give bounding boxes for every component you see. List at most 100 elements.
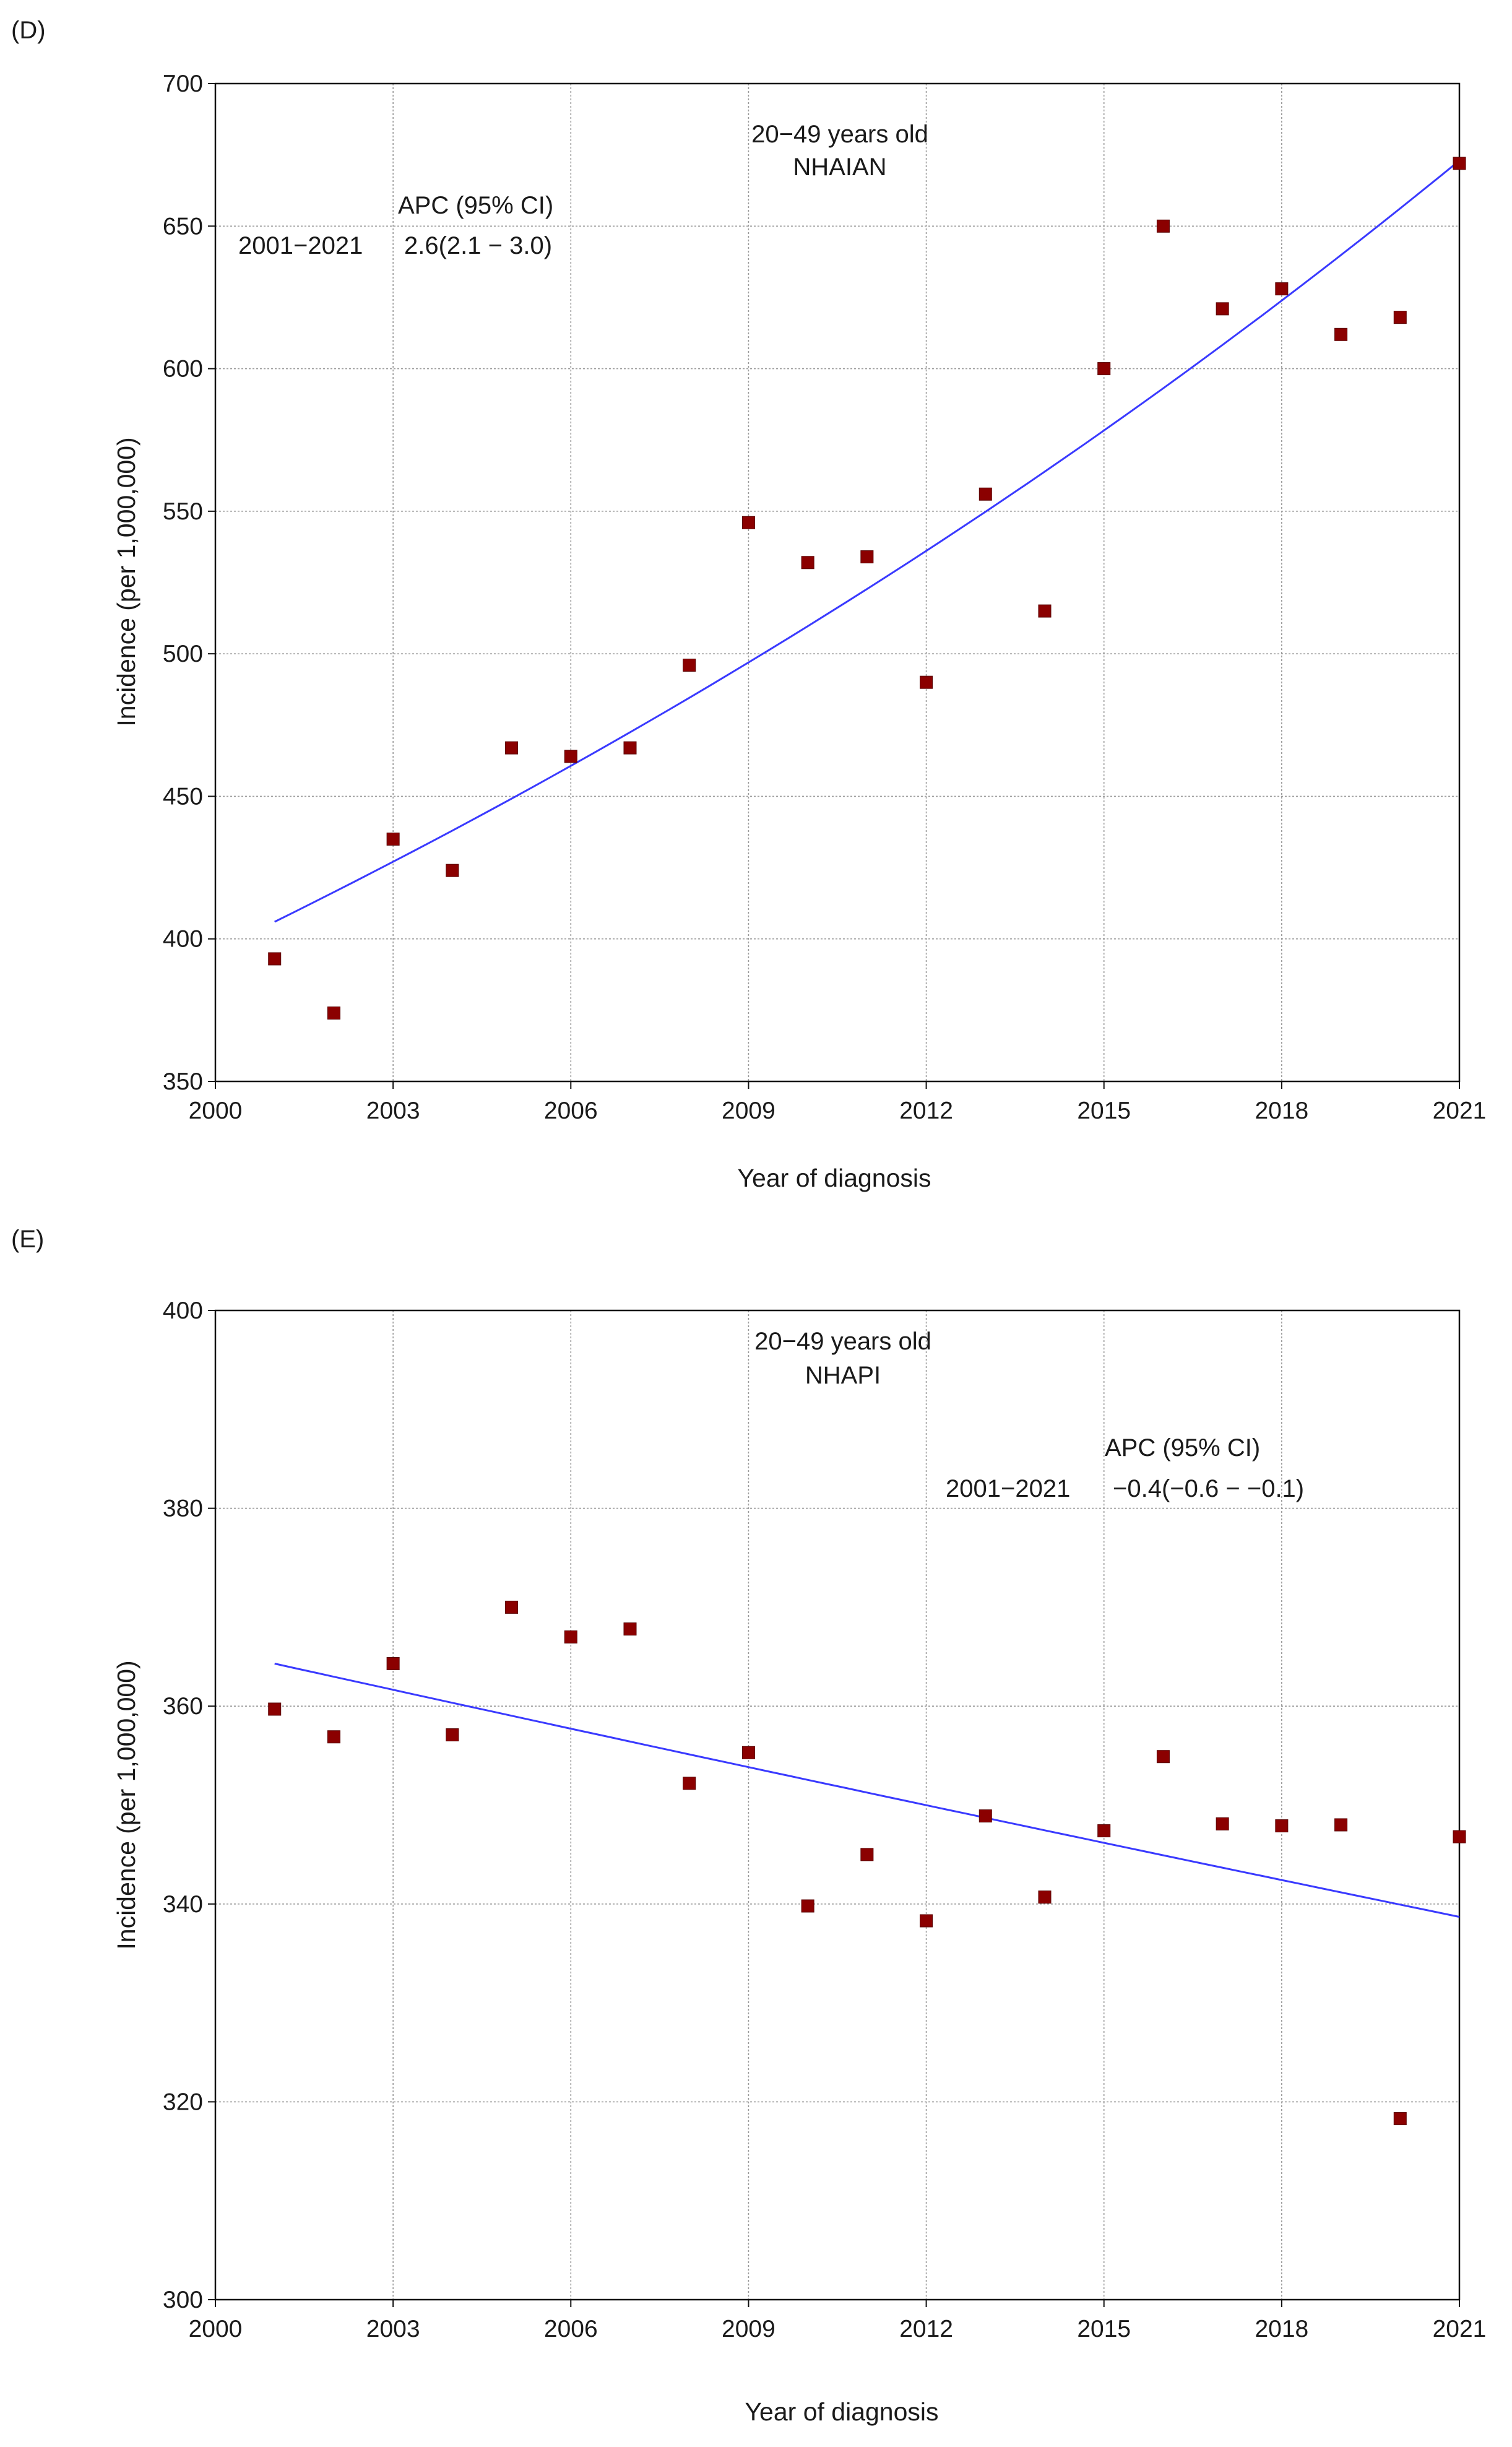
data-point-2004 — [446, 1728, 459, 1742]
data-point-2002 — [327, 1006, 340, 1020]
panel-d-apc-value: 2.6(2.1 − 3.0) — [404, 232, 552, 259]
x-tick-label: 2009 — [722, 1098, 775, 1124]
data-point-2020 — [1393, 2112, 1407, 2126]
data-point-2014 — [1038, 1890, 1052, 1904]
data-point-2005 — [505, 741, 519, 755]
panel-e-apc-value: −0.4(−0.6 − −0.1) — [1113, 1475, 1304, 1502]
x-tick-label: 2018 — [1255, 2316, 1308, 2342]
y-tick-label: 300 — [163, 2287, 203, 2313]
data-point-2012 — [920, 1914, 933, 1928]
x-tick-label: 2003 — [366, 2316, 420, 2342]
data-point-2006 — [564, 1630, 577, 1644]
data-point-2012 — [920, 675, 933, 689]
x-tick-label: 2015 — [1077, 2316, 1131, 2342]
data-point-2018 — [1275, 282, 1289, 296]
panel-e-letter: (E) — [11, 1226, 44, 1253]
y-tick-label: 360 — [163, 1693, 203, 1720]
panel-d-grid — [215, 83, 1460, 1082]
data-point-2010 — [801, 556, 814, 570]
y-tick-label: 600 — [163, 356, 203, 383]
panel-d-letter: (D) — [11, 17, 46, 44]
y-tick-label: 550 — [163, 498, 203, 525]
y-tick-label: 400 — [163, 926, 203, 953]
data-point-2006 — [564, 750, 577, 763]
y-tick-label: 400 — [163, 1297, 203, 1324]
data-point-2003 — [386, 1657, 400, 1670]
data-point-2007 — [623, 741, 637, 755]
x-tick-label: 2021 — [1433, 1098, 1487, 1124]
data-point-2018 — [1275, 1819, 1289, 1833]
x-tick-label: 2000 — [189, 1098, 243, 1124]
panel-d-y-axis-title: Incidence (per 1,000,000) — [112, 437, 140, 726]
y-tick-label: 500 — [163, 641, 203, 667]
panel-d-subtitle-group: NHAIAN — [793, 154, 886, 181]
x-tick-label: 2000 — [189, 2316, 243, 2342]
panel-e-plot-frame — [214, 1309, 1461, 2301]
data-point-2016 — [1156, 1750, 1170, 1764]
panel-e-apc-header: APC (95% CI) — [1105, 1434, 1260, 1462]
y-tick-label: 650 — [163, 213, 203, 240]
x-tick-label: 2003 — [366, 1098, 420, 1124]
data-point-2003 — [386, 833, 400, 846]
data-point-2010 — [801, 1899, 814, 1913]
data-point-2013 — [978, 1809, 992, 1823]
y-tick-label: 350 — [163, 1068, 203, 1095]
x-tick-label: 2009 — [722, 2316, 775, 2342]
panel-d-subtitle-age: 20−49 years old — [751, 121, 928, 148]
panel-e-subtitle-group: NHAPI — [805, 1362, 881, 1389]
y-tick-label: 380 — [163, 1496, 203, 1522]
data-point-2019 — [1334, 327, 1348, 341]
x-tick-label: 2006 — [544, 1098, 598, 1124]
x-tick-label: 2012 — [899, 1098, 953, 1124]
panel-e-y-axis-title: Incidence (per 1,000,000) — [112, 1660, 140, 1949]
data-point-2021 — [1453, 1830, 1466, 1843]
x-tick-label: 2015 — [1077, 1098, 1131, 1124]
data-point-2001 — [268, 1702, 282, 1716]
x-tick-label: 2006 — [544, 2316, 598, 2342]
panel-d-y-axis: 350 400 450 500 550 600 650 700 — [163, 71, 215, 1095]
x-tick-label: 2012 — [899, 2316, 953, 2342]
x-tick-label: 2021 — [1433, 2316, 1487, 2342]
data-point-2021 — [1453, 157, 1466, 170]
y-tick-label: 450 — [163, 783, 203, 810]
data-point-2002 — [327, 1730, 340, 1744]
panel-d-x-axis: 2000 2003 2006 2009 2012 2015 2018 2021 — [189, 1081, 1487, 1124]
data-point-2015 — [1097, 1824, 1111, 1838]
data-point-2011 — [860, 550, 874, 564]
panel-d-data-points — [268, 157, 1466, 1020]
data-point-2007 — [623, 1622, 637, 1636]
panel-e-x-axis: 2000 2003 2006 2009 2012 2015 2018 2021 — [189, 2300, 1487, 2342]
panel-d-apc-header: APC (95% CI) — [398, 192, 553, 219]
panel-e-y-axis: 300 320 340 360 380 400 — [163, 1297, 215, 2313]
data-point-2011 — [860, 1848, 874, 1861]
panel-d-plot-frame — [214, 82, 1461, 1083]
panel-e-trend-line — [274, 1663, 1460, 1918]
data-point-2016 — [1156, 219, 1170, 233]
panel-e-x-axis-title: Year of diagnosis — [745, 2397, 938, 2426]
data-point-2001 — [268, 952, 282, 966]
panel-e-grid — [215, 1310, 1460, 2300]
panel-e-data-points — [268, 1600, 1466, 2126]
data-point-2005 — [505, 1600, 519, 1614]
data-point-2017 — [1216, 302, 1229, 316]
data-point-2013 — [978, 487, 992, 501]
data-point-2008 — [683, 1777, 696, 1790]
data-point-2017 — [1216, 1817, 1229, 1830]
y-tick-label: 320 — [163, 2089, 203, 2115]
data-point-2009 — [741, 516, 755, 529]
panel-e-subtitle-age: 20−49 years old — [754, 1328, 931, 1355]
y-tick-label: 700 — [163, 71, 203, 97]
data-point-2020 — [1393, 311, 1407, 324]
data-point-2014 — [1038, 604, 1052, 618]
panel-d-trend-line — [274, 160, 1460, 923]
x-tick-label: 2018 — [1255, 1098, 1308, 1124]
panel-e-apc-period: 2001−2021 — [946, 1475, 1070, 1502]
y-tick-label: 340 — [163, 1891, 203, 1918]
data-point-2019 — [1334, 1818, 1348, 1832]
panel-d-apc-period: 2001−2021 — [238, 232, 363, 259]
data-point-2008 — [683, 659, 696, 672]
data-point-2009 — [741, 1746, 755, 1759]
